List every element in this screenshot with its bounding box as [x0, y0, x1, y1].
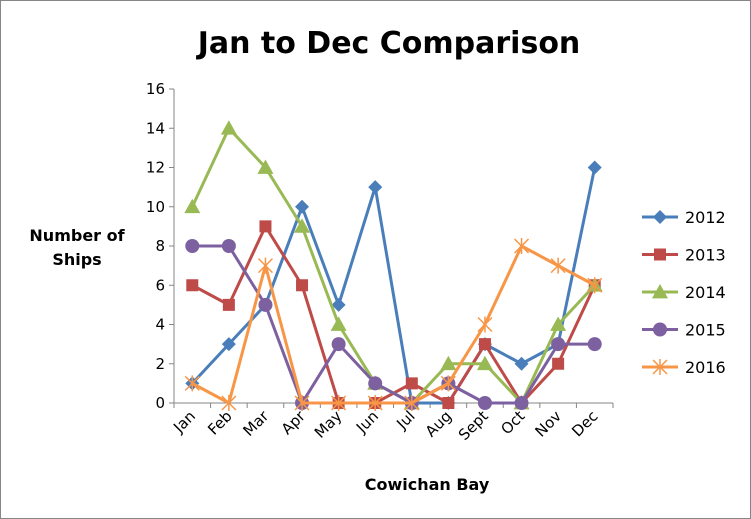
y-tick-labels: 0 2 4 6 8 10 12 14 16: [146, 80, 165, 412]
data-point-2015-May: [331, 337, 346, 352]
y-tick-label: 10: [146, 198, 165, 216]
data-point-2013-Aug: [442, 397, 455, 409]
x-tick-label: Feb: [204, 407, 236, 439]
data-point-2016-Aug: [440, 375, 456, 392]
data-point-2013-Jan: [186, 279, 199, 292]
legend-label: 2014: [685, 283, 726, 302]
x-tick-label: May: [311, 407, 346, 442]
legend-marker: [654, 248, 666, 261]
data-point-2014-Jan: [184, 198, 201, 214]
series-2016: [184, 238, 603, 411]
legend-entry-2012: 2012: [642, 208, 726, 227]
data-point-2015-Feb: [221, 239, 236, 253]
data-point-2016-Jan: [184, 375, 200, 392]
series-2013: [186, 220, 601, 409]
legend-marker: [652, 359, 668, 375]
data-point-2014-Feb: [220, 120, 237, 135]
data-point-2013-Jul: [405, 377, 418, 390]
series-line-2014: [190, 126, 597, 405]
data-point-2015-Dec: [587, 337, 602, 352]
y-axis-title: Number of Ships: [29, 226, 125, 269]
legend-marker: [653, 210, 667, 224]
chart-title: Jan to Dec Comparison: [196, 26, 581, 61]
legend-label: 2016: [685, 358, 726, 377]
x-tick-label: Apr: [278, 407, 310, 439]
series-line-2012: [190, 166, 597, 405]
data-point-2015-Sept: [477, 396, 492, 410]
y-tick-label: 6: [155, 276, 165, 294]
x-tick-label: Oct: [497, 407, 528, 438]
data-point-2014-Aug: [440, 355, 457, 371]
x-tick-label: Mar: [240, 407, 273, 440]
y-tick-label: 12: [146, 159, 165, 177]
data-point-2012-Oct: [514, 356, 529, 371]
data-point-2016-Feb: [221, 395, 237, 411]
x-tick-labels: Jan Feb Mar Apr May Jun Jul Aug Sept Oct Nov Dec: [169, 407, 601, 444]
legend-entry-2014: 2014: [642, 283, 726, 302]
data-point-2016-Dec: [587, 277, 603, 294]
data-point-2016-Sept: [477, 316, 493, 333]
data-point-2013-Nov: [552, 357, 565, 370]
data-point-2015-Nov: [551, 337, 566, 352]
data-point-2012-Apr: [295, 199, 310, 214]
x-tick-label: Aug: [422, 407, 455, 440]
data-point-2014-Sept: [476, 355, 493, 371]
y-tick-label: 2: [155, 355, 165, 373]
x-tick-label: Sept: [455, 407, 492, 444]
x-tick-label: Nov: [532, 407, 566, 441]
y-axis-title-line-1: Number of: [29, 226, 125, 245]
data-point-2012-May: [331, 297, 346, 312]
data-point-2016-Mar: [257, 257, 273, 274]
data-point-2016-Jun: [367, 395, 383, 411]
legend-entry-2015: 2015: [642, 321, 726, 340]
data-point-2014-Nov: [550, 316, 567, 331]
legend-label: 2013: [685, 246, 726, 265]
x-tick-label: Jul: [392, 407, 418, 433]
x-tick-label: Dec: [568, 407, 601, 440]
data-point-2016-Oct: [514, 238, 530, 254]
data-point-2013-Sept: [478, 338, 491, 351]
data-point-2015-Oct: [514, 396, 529, 410]
data-point-2016-Jul: [404, 395, 420, 411]
data-point-2015-Jun: [368, 376, 383, 391]
data-point-2015-Mar: [258, 297, 273, 312]
legend-entry-2013: 2013: [642, 246, 726, 265]
data-point-2013-Feb: [222, 298, 235, 311]
axes: [169, 88, 614, 408]
y-tick-label: 0: [155, 394, 165, 412]
series-line-2015: [190, 244, 597, 405]
data-point-2012-Jun: [368, 180, 383, 195]
y-tick-label: 14: [146, 119, 165, 137]
data-point-2013-Mar: [259, 220, 272, 233]
data-point-2012-Dec: [587, 160, 602, 175]
data-point-2014-May: [330, 316, 347, 331]
data-point-2014-Mar: [257, 159, 274, 174]
legend-marker: [652, 284, 668, 299]
series-layer: [184, 120, 603, 411]
y-tick-label: 16: [146, 80, 165, 98]
legend-marker: [653, 322, 667, 337]
legend-entry-2016: 2016: [642, 358, 726, 377]
data-point-2013-Apr: [296, 279, 309, 292]
data-point-2014-Apr: [294, 218, 311, 233]
x-axis-title: Cowichan Bay: [365, 475, 490, 494]
legend-label: 2012: [685, 208, 726, 227]
x-tick-label: Jun: [352, 407, 382, 437]
data-point-2012-Feb: [221, 337, 236, 352]
x-tick-label: Jan: [169, 407, 199, 437]
y-tick-label: 8: [155, 237, 165, 255]
series-line-2016: [190, 244, 597, 405]
y-axis-title-line-2: Ships: [52, 250, 101, 269]
data-point-2016-Nov: [550, 257, 566, 274]
legend: 2012 2013 2014 2015 2016: [642, 208, 726, 377]
data-point-2016-May: [331, 395, 347, 411]
y-tick-label: 4: [155, 316, 165, 334]
legend-label: 2015: [685, 321, 726, 340]
data-point-2016-Apr: [294, 395, 310, 411]
data-point-2015-Jan: [185, 239, 200, 253]
